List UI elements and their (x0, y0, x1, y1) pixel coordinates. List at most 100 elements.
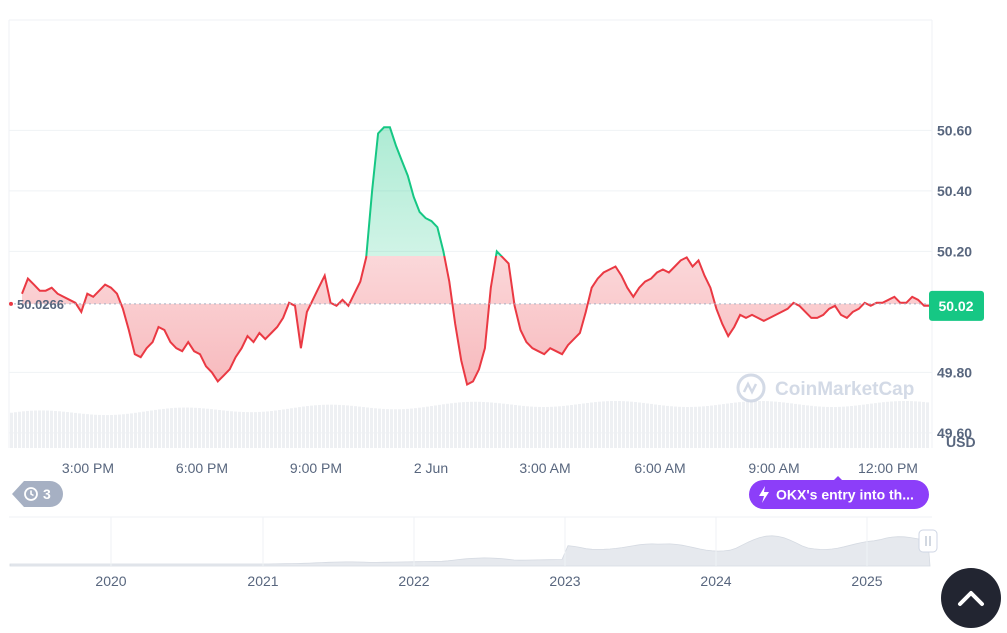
volume-bar (750, 401, 753, 448)
volume-bar (274, 411, 277, 448)
volume-bar (130, 413, 133, 448)
volume-bar (890, 401, 893, 448)
volume-bar (42, 410, 45, 448)
volume-bar (406, 409, 409, 448)
volume-bar (358, 407, 361, 448)
coinmarketcap-logo-mark (744, 384, 756, 392)
volume-bar (718, 405, 721, 448)
scroll-to-top-button[interactable] (941, 568, 1001, 628)
volume-bar (182, 408, 185, 448)
volume-bar (254, 412, 257, 448)
volume-bar (906, 401, 909, 448)
volume-bar (154, 410, 157, 448)
volume-bar (582, 403, 585, 448)
reference-dot (9, 302, 13, 306)
volume-bar (438, 405, 441, 448)
x-tick-label: 12:00 PM (858, 460, 918, 476)
volume-bar (198, 408, 201, 448)
volume-bar (426, 407, 429, 448)
event-annotation[interactable]: OKX's entry into th... (749, 476, 929, 509)
volume-bar (326, 405, 329, 448)
navigator-handle-bg[interactable] (919, 530, 937, 552)
volume-bar (474, 402, 477, 448)
volume-bar (910, 401, 913, 448)
volume-bar (770, 401, 773, 448)
volume-bar (714, 405, 717, 448)
volume-bar (490, 402, 493, 448)
volume-bar (526, 406, 529, 448)
volume-bar (126, 414, 129, 448)
history-badge[interactable]: 3 (12, 481, 63, 507)
volume-bar (914, 401, 917, 448)
volume-bar (654, 404, 657, 448)
volume-bar (354, 406, 357, 448)
volume-bar (894, 401, 897, 448)
volume-bar (786, 403, 789, 448)
x-tick-label: 9:00 PM (290, 460, 342, 476)
volume-bar (626, 401, 629, 448)
x-tick-label: 3:00 AM (519, 460, 570, 476)
volume-bar (414, 408, 417, 448)
volume-bar (202, 408, 205, 448)
volume-bar (590, 403, 593, 448)
volume-bar (170, 408, 173, 448)
navigator-x-tick-label: 2023 (549, 573, 580, 589)
volume-bar (614, 401, 617, 448)
volume-bar (698, 407, 701, 448)
volume-bar (858, 405, 861, 448)
x-tick-label: 6:00 AM (634, 460, 685, 476)
volume-bar (398, 409, 401, 448)
volume-bar (30, 411, 33, 448)
volume-bar (98, 415, 101, 448)
volume-bar (522, 406, 525, 448)
volume-bar (606, 401, 609, 448)
volume-bar (302, 407, 305, 448)
volume-bar (610, 401, 613, 448)
volume-bar (538, 407, 541, 448)
volume-bar (646, 403, 649, 448)
volume-bar (14, 412, 17, 448)
volume-bar (294, 408, 297, 448)
volume-bar (442, 404, 445, 448)
volume-bar (754, 401, 757, 448)
volume-bar (690, 407, 693, 448)
volume-bar (586, 403, 589, 448)
volume-bar (138, 412, 141, 448)
watermark-text: CoinMarketCap (775, 379, 914, 400)
volume-bar (78, 413, 81, 448)
volume-bar (514, 405, 517, 448)
volume-bar (822, 407, 825, 448)
volume-bar (434, 405, 437, 448)
volume-bar (418, 408, 421, 448)
navigator-handle[interactable] (919, 530, 937, 552)
volume-bar (250, 412, 253, 448)
volume-bar (702, 406, 705, 448)
volume-bar (458, 402, 461, 448)
volume-bar (730, 403, 733, 448)
volume-bar (186, 408, 189, 448)
volume-bar (450, 403, 453, 448)
volume-bar (338, 405, 341, 448)
volume-bar (762, 401, 765, 448)
navigator-x-tick-label: 2024 (700, 573, 731, 589)
volume-bar (298, 407, 301, 448)
volume-bar (362, 407, 365, 448)
series-layer (22, 127, 930, 384)
x-tick-label: 6:00 PM (176, 460, 228, 476)
volume-bar (262, 412, 265, 448)
volume-bar (926, 402, 929, 448)
volume-bar (142, 412, 145, 448)
navigator-x-tick-label: 2022 (398, 573, 429, 589)
volume-bar (454, 403, 457, 448)
volume-bar (190, 408, 193, 448)
navigator-x-tick-label: 2021 (247, 573, 278, 589)
volume-bar (62, 412, 65, 448)
volume-bar (86, 414, 89, 448)
volume-bar (650, 404, 653, 448)
volume-bar (178, 408, 181, 448)
volume-bar (742, 402, 745, 448)
volume-bar (810, 406, 813, 448)
